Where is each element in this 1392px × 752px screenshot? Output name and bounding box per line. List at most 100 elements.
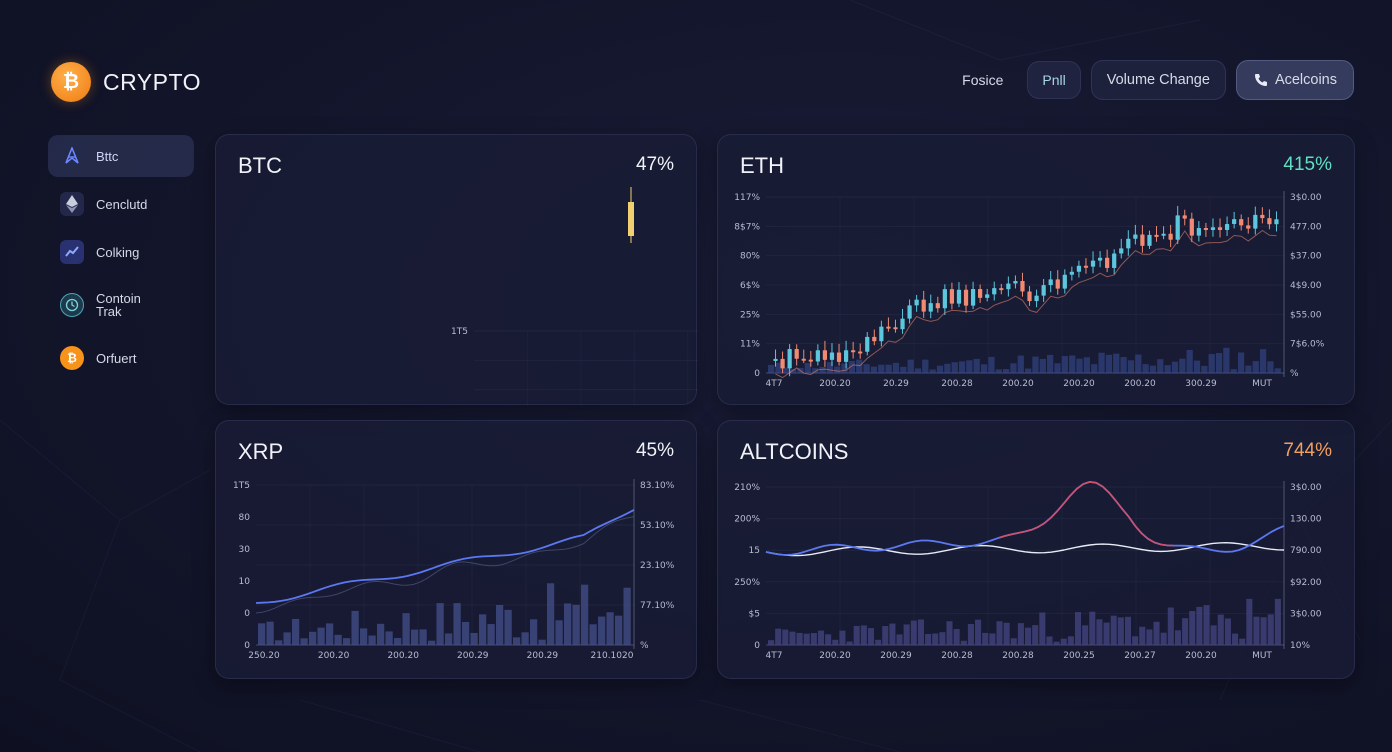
volume-bar: [882, 626, 889, 645]
candle-body: [963, 289, 969, 306]
volume-bar: [581, 584, 589, 645]
xrp-card[interactable]: XRP 45% 83.10% 53.10% 23.10% 77.10%% 1T5 80 30…: [215, 420, 697, 679]
volume-bar: [258, 623, 266, 645]
volume-bar: [832, 639, 839, 645]
volume-bar: [1089, 611, 1096, 645]
candle-body: [1161, 233, 1166, 236]
volume-bar: [782, 629, 789, 645]
candle-body: [1013, 280, 1018, 284]
volume-bar: [841, 363, 848, 373]
candle-body: [935, 303, 940, 309]
brand-logo[interactable]: ₿ CRYPTO: [51, 62, 201, 102]
volume-bar: [1160, 632, 1167, 645]
candle-body: [999, 288, 1004, 291]
volume-bar: [939, 632, 946, 645]
x-tick-label: 200.20: [318, 651, 350, 661]
candle-body: [1267, 218, 1272, 225]
candle-body: [956, 289, 962, 304]
volume-bar: [853, 625, 860, 645]
sidebar-item-bttc[interactable]: Bttc: [48, 135, 194, 177]
y-tick-label-left: 8$7%: [734, 222, 760, 232]
candle-body: [1239, 219, 1244, 226]
x-tick-label: 210.1020: [591, 651, 634, 661]
x-tick-label: 250.20: [248, 651, 280, 661]
volume-bar: [1260, 617, 1267, 645]
candle-body: [1182, 215, 1187, 219]
candle-body: [1090, 260, 1096, 267]
volume-bar: [885, 364, 892, 373]
sidebar-item-contoin[interactable]: Contoin Trak: [48, 279, 194, 331]
volume-bar: [266, 621, 274, 645]
y-tick-label-right: $37.00: [1290, 252, 1322, 262]
volume-bar: [1053, 641, 1060, 645]
volume-bar: [1149, 365, 1157, 373]
sidebar-item-orfuert[interactable]: ₿ Orfuert: [48, 337, 194, 379]
candle-body: [978, 289, 983, 298]
volume-bar: [848, 361, 856, 373]
volume-bar: [826, 362, 833, 373]
volume-bar: [1091, 364, 1098, 373]
sidebar-item-label: Cenclutd: [96, 196, 148, 212]
btc-candlestick-chart[interactable]: $5.6%4$0.0%60.0%6$7.0%2.0%3$0.0%%1T50250…: [216, 135, 698, 406]
volume-bar: [1210, 625, 1217, 645]
volume-bar: [804, 363, 811, 373]
eth-card[interactable]: ETH 415% 3$0.00 477.00 $37.00 4$9.00 $55.00 7…: [717, 134, 1355, 405]
sidebar-item-label: Orfuert: [96, 350, 137, 366]
y-tick-label-right: 83.10%: [640, 481, 675, 491]
altcoins-line-chart[interactable]: 3$0.00 130.00 790.00 $92.00 3$0.00 10% 210% 200…: [718, 421, 1356, 680]
volume-change-button[interactable]: Volume Change: [1090, 60, 1226, 100]
sidebar-item-colking[interactable]: Colking: [48, 231, 194, 273]
nav-link-pnll[interactable]: Pnll: [1027, 61, 1081, 99]
xrp-line-chart[interactable]: 83.10%53.10%23.10%77.10%%1T580301000250.…: [216, 421, 698, 680]
volume-bar: [775, 628, 782, 645]
volume-bar: [789, 631, 796, 645]
btc-card[interactable]: BTC 47% $5.6%4$0.0%60.0%6$7.0%2.0%3$0.0%…: [215, 134, 698, 406]
candle-body: [872, 336, 877, 342]
volume-bar: [598, 616, 606, 645]
brand-name: CRYPTO: [103, 68, 202, 95]
card-title: ALTCOINS: [740, 439, 849, 464]
volume-bar: [436, 603, 444, 645]
y-tick-label-right: 4$9.00: [1290, 281, 1322, 291]
candle-body: [914, 299, 919, 306]
candle-body: [1203, 228, 1209, 231]
volume-bar: [1132, 636, 1139, 645]
x-tick-label: 200.29: [880, 651, 912, 661]
candle-body: [829, 352, 835, 360]
volume-bar: [958, 361, 966, 373]
volume-bar: [819, 366, 826, 373]
sidebar-item-cenclutd[interactable]: Cenclutd: [48, 183, 194, 225]
candle-body: [843, 350, 849, 362]
candle-body: [865, 336, 870, 352]
candle-body: [1048, 279, 1053, 286]
card-title: BTC: [238, 153, 282, 178]
volume-bar: [606, 612, 614, 645]
volume-bar: [1110, 615, 1117, 645]
candle-body: [801, 358, 806, 361]
altcoins-card[interactable]: ALTCOINS 744% 3$0.00 130.00 790.00 $92.00 3$…: [717, 420, 1355, 679]
acelcoins-label: Acelcoins: [1274, 72, 1337, 88]
volume-bar: [317, 627, 325, 645]
phone-icon: [1254, 74, 1267, 86]
y-tick-label-left: 210%: [734, 483, 760, 493]
volume-bar: [1074, 612, 1082, 645]
x-tick-label: 200.29: [527, 651, 559, 661]
eth-candlestick-chart[interactable]: 3$0.00 477.00 $37.00 4$9.00 $55.00 7$6.0%% 117…: [718, 135, 1356, 406]
y-tick-label-right: $92.00: [1290, 578, 1322, 588]
volume-bar: [967, 624, 974, 645]
volume-bar: [1103, 622, 1110, 645]
y-tick-label-left: 80%: [740, 252, 760, 262]
volume-bar: [870, 366, 878, 373]
candle-body: [1210, 227, 1216, 230]
candle-body: [1020, 280, 1025, 292]
y-tick-label-right: 23.10%: [640, 561, 675, 571]
y-tick-label-left: 250%: [734, 578, 760, 588]
acelcoins-button[interactable]: Acelcoins: [1235, 60, 1354, 100]
nav-link-fosice[interactable]: Fosice: [962, 72, 1004, 88]
x-tick-label: 4T7: [766, 651, 783, 661]
volume-bar: [863, 364, 870, 373]
volume-bar: [1096, 619, 1103, 645]
x-tick-label: 200.27: [1124, 651, 1156, 661]
volume-bar: [1139, 626, 1146, 645]
volume-bar: [936, 365, 944, 373]
